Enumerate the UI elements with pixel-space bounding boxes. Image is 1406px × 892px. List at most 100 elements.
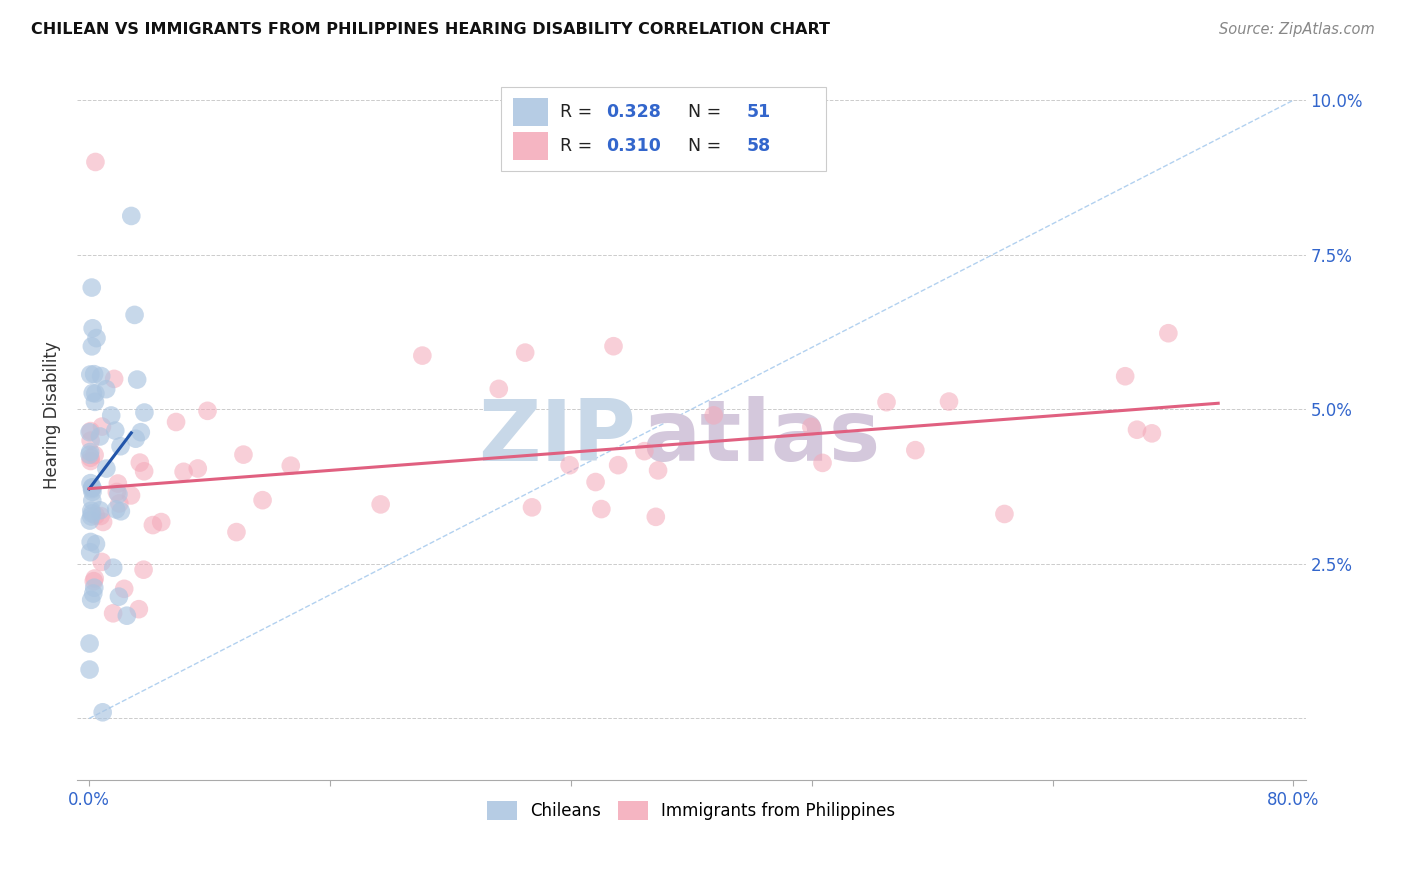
Point [82, 321, 104, 335]
Point [79, 450, 101, 465]
Point [79, 545, 101, 559]
FancyBboxPatch shape [513, 132, 547, 161]
Point [79, 424, 101, 438]
Point [79, 445, 101, 459]
Point [644, 509, 666, 524]
Point [488, 382, 510, 396]
Point [150, 515, 173, 529]
Point [82, 481, 104, 495]
Point [80, 507, 103, 521]
Point [411, 349, 433, 363]
Text: 0.328: 0.328 [606, 103, 661, 121]
Point [79, 476, 101, 491]
Text: R =: R = [560, 103, 598, 121]
Point [520, 500, 543, 515]
Point [84, 155, 107, 169]
Point [79, 425, 101, 440]
Point [82, 586, 104, 600]
Text: ZIP: ZIP [478, 396, 636, 479]
Point [108, 496, 131, 510]
Point [1114, 369, 1136, 384]
Point [82, 484, 104, 499]
Point [129, 425, 152, 440]
Point [225, 525, 247, 540]
Point [91, 419, 114, 434]
Text: N =: N = [676, 137, 727, 155]
Text: atlas: atlas [643, 396, 880, 479]
Point [128, 602, 150, 616]
Point [79, 514, 101, 528]
Point [280, 458, 302, 473]
Point [115, 608, 138, 623]
Point [80, 339, 103, 353]
Point [904, 443, 927, 458]
Point [124, 308, 146, 322]
Point [91, 706, 114, 720]
Point [105, 502, 128, 516]
Point [370, 497, 392, 511]
Point [91, 515, 114, 529]
Point [110, 439, 132, 453]
Point [90, 369, 112, 384]
Text: Source: ZipAtlas.com: Source: ZipAtlas.com [1219, 22, 1375, 37]
Point [591, 502, 613, 516]
Point [1157, 326, 1180, 341]
Point [128, 456, 150, 470]
Point [173, 465, 195, 479]
Legend: Chileans, Immigrants from Philippines: Chileans, Immigrants from Philippines [481, 794, 903, 827]
Point [80, 482, 103, 496]
Point [125, 432, 148, 446]
Point [993, 507, 1015, 521]
Text: 51: 51 [747, 103, 770, 121]
Point [811, 456, 834, 470]
Point [83, 572, 105, 586]
Point [938, 394, 960, 409]
FancyBboxPatch shape [501, 87, 827, 171]
Point [703, 409, 725, 423]
Point [127, 373, 149, 387]
Point [83, 448, 105, 462]
Point [82, 386, 104, 401]
Point [558, 458, 581, 473]
Text: CHILEAN VS IMMIGRANTS FROM PHILIPPINES HEARING DISABILITY CORRELATION CHART: CHILEAN VS IMMIGRANTS FROM PHILIPPINES H… [31, 22, 830, 37]
Point [120, 488, 142, 502]
Point [107, 476, 129, 491]
Point [100, 409, 122, 423]
Point [101, 607, 124, 621]
Point [103, 560, 125, 574]
Point [104, 424, 127, 438]
Point [647, 463, 669, 477]
Point [80, 503, 103, 517]
Point [83, 574, 105, 589]
Point [90, 508, 112, 523]
Point [108, 590, 131, 604]
Point [107, 487, 129, 501]
Point [80, 280, 103, 294]
Point [1140, 426, 1163, 441]
Point [84, 508, 107, 523]
Point [585, 475, 607, 489]
FancyBboxPatch shape [513, 98, 547, 126]
Point [134, 464, 156, 478]
Point [607, 458, 630, 472]
Point [232, 448, 254, 462]
Text: 0.310: 0.310 [606, 137, 661, 155]
Point [84, 386, 107, 401]
Point [79, 454, 101, 468]
Point [142, 518, 165, 533]
Point [89, 429, 111, 443]
Point [89, 503, 111, 517]
Point [79, 448, 101, 462]
Point [79, 434, 101, 448]
Point [876, 395, 898, 409]
Point [515, 345, 537, 359]
Point [602, 339, 624, 353]
Point [90, 555, 112, 569]
Point [82, 493, 104, 508]
Point [1126, 423, 1149, 437]
Point [83, 367, 105, 381]
Point [80, 509, 103, 524]
Point [120, 209, 142, 223]
Point [800, 419, 823, 434]
Point [187, 461, 209, 475]
